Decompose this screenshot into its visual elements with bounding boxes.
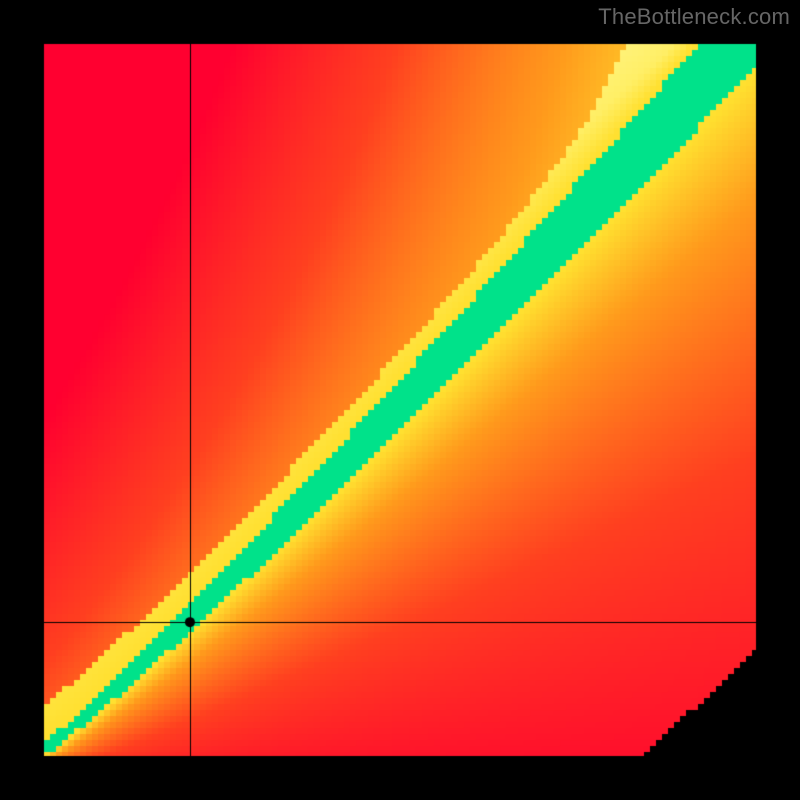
- bottleneck-heatmap: [0, 0, 800, 800]
- watermark-text: TheBottleneck.com: [598, 4, 790, 30]
